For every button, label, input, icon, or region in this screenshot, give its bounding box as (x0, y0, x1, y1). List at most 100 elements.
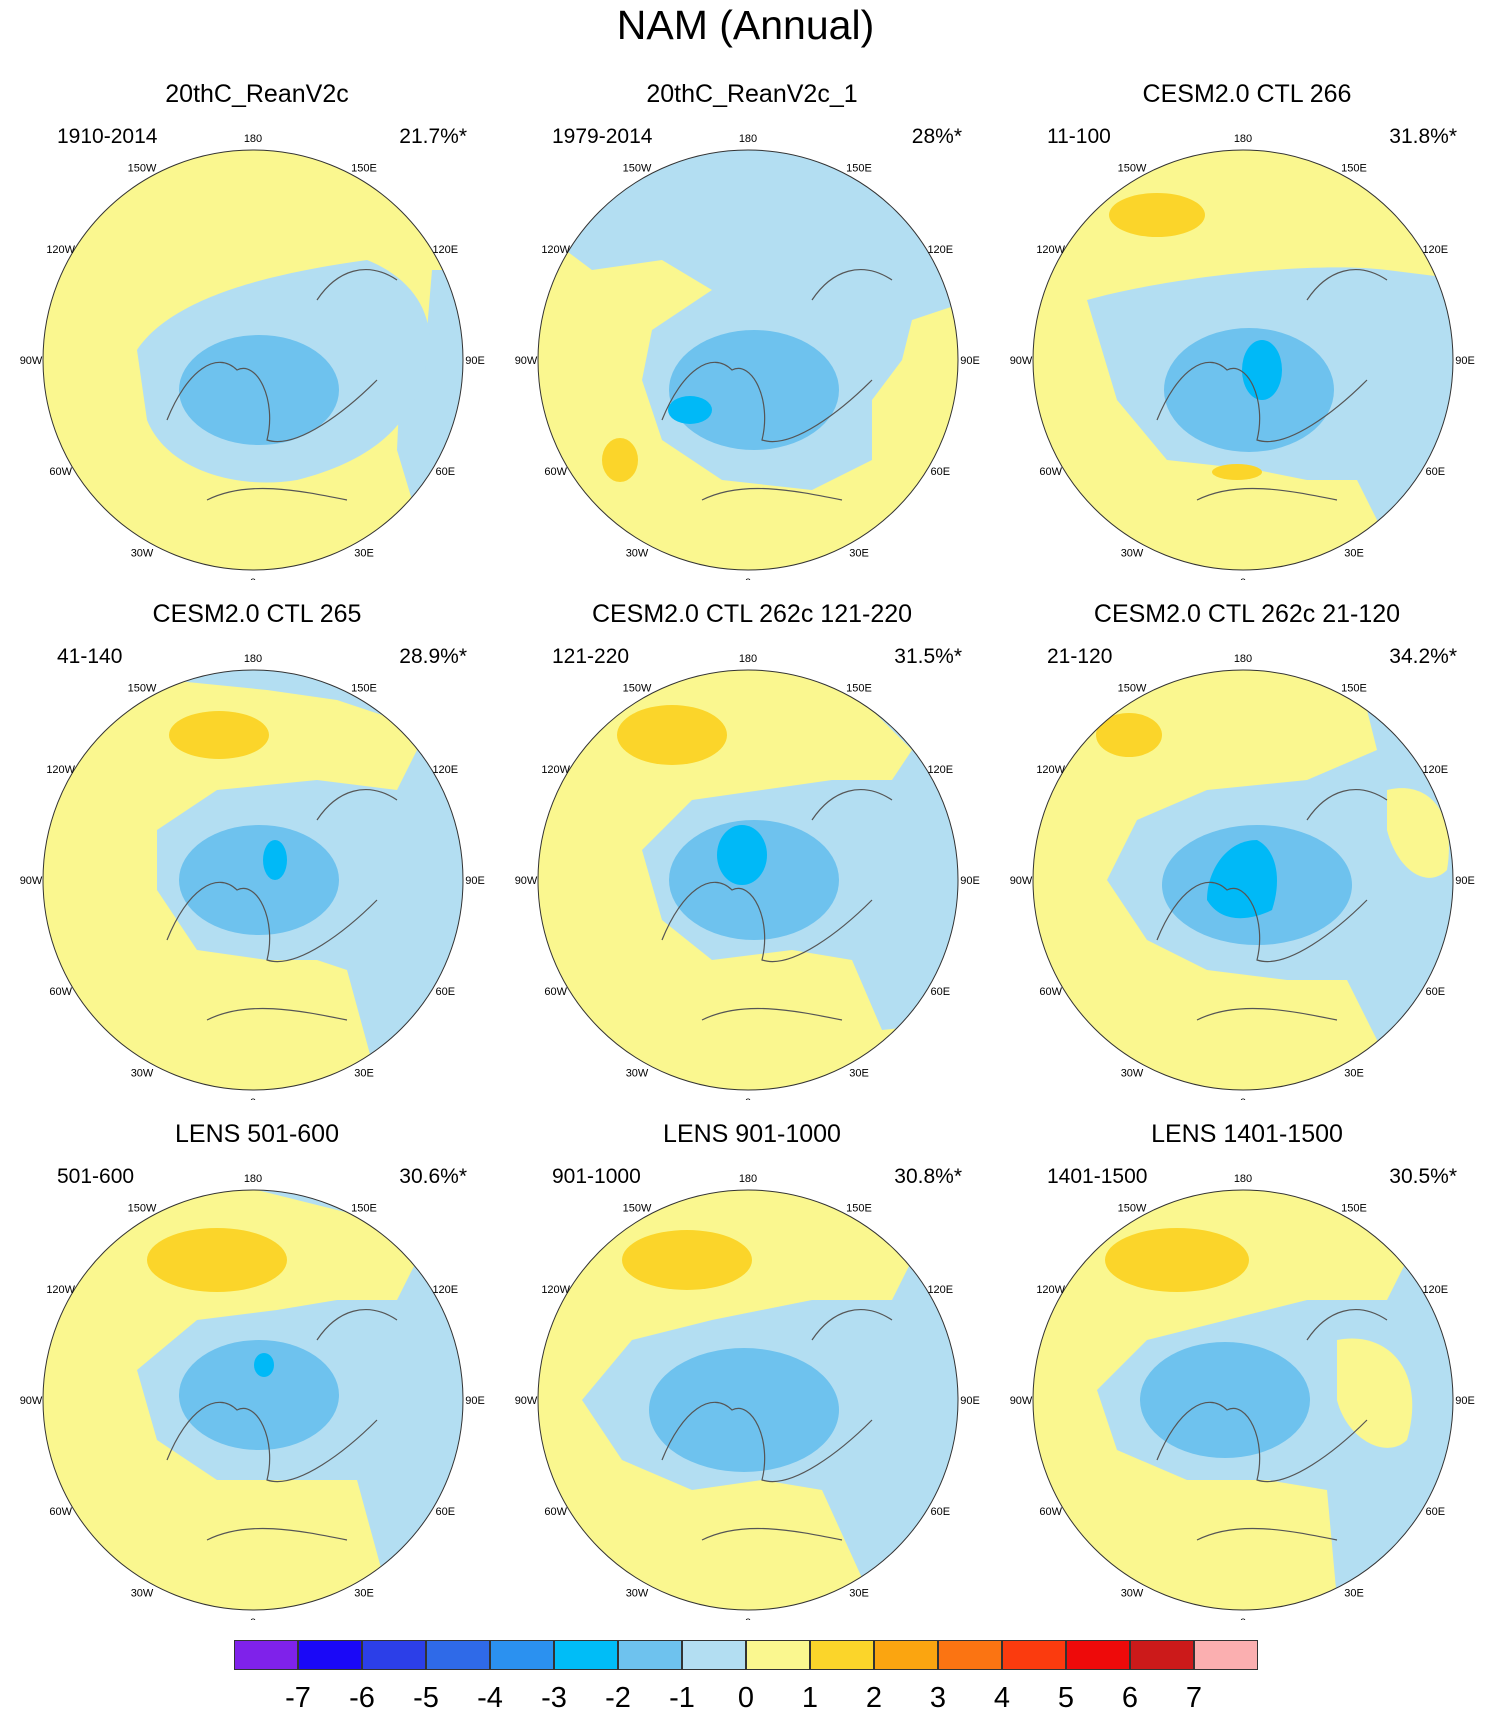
longitude-label: 120W (541, 1284, 570, 1296)
longitude-label: 0 (745, 577, 751, 580)
longitude-label: 60W (544, 466, 567, 478)
coastline (661, 789, 893, 1021)
longitude-label: 180 (739, 1173, 757, 1185)
longitude-label: 90E (1455, 355, 1475, 367)
coastline (1156, 789, 1388, 1021)
negative-core (1140, 1342, 1310, 1458)
longitude-label: 120W (46, 1284, 75, 1296)
longitude-label: 60E (1426, 1506, 1446, 1518)
map-panel: CESM2.0 CTL 266 11-100 31.8%* 180 150E 120… (1007, 80, 1487, 585)
colorbar-label: -6 (349, 1682, 375, 1714)
longitude-label: 90W (20, 875, 43, 887)
coastline (661, 1309, 893, 1541)
longitude-label: 30E (849, 1587, 869, 1599)
map-boundary (1032, 149, 1454, 571)
longitude-label: 150E (1341, 163, 1367, 175)
longitude-label: 60W (544, 1506, 567, 1518)
longitude-label: 150E (1341, 1203, 1367, 1215)
longitude-label: 60E (436, 1506, 456, 1518)
longitude-label: 120W (541, 244, 570, 256)
longitude-label: 120E (432, 244, 458, 256)
negative-region (202, 150, 463, 500)
longitude-label: 90W (515, 1395, 538, 1407)
longitude-label: 150E (351, 163, 377, 175)
negative-core (179, 825, 339, 935)
negative-core (179, 1340, 339, 1450)
colorbar-label: 1 (801, 1682, 819, 1714)
panel-variance: 28.9%* (399, 645, 467, 668)
panel-period: 901-1000 (552, 1165, 641, 1188)
longitude-label: 30W (626, 1067, 649, 1079)
longitude-label: 60E (931, 1506, 951, 1518)
longitude-label: 90E (465, 875, 485, 887)
longitude-label: 30W (1121, 1587, 1144, 1599)
positive-core (1105, 1228, 1249, 1292)
panel-title: CESM2.0 CTL 262c 121-220 (591, 600, 913, 628)
colorbar-label: -7 (285, 1682, 311, 1714)
positive-core (617, 705, 727, 765)
negative-extreme (717, 825, 767, 885)
longitude-label: 120E (1422, 764, 1448, 776)
longitude-label: 120W (1036, 244, 1065, 256)
negative-core (669, 330, 839, 450)
panel-period: 121-220 (552, 645, 630, 668)
longitude-label: 150W (1118, 1203, 1147, 1215)
map-panel: LENS 1401-1500 1401-1500 30.5%* 180 150E 1… (1007, 1120, 1487, 1625)
colorbar-label: 6 (1121, 1682, 1139, 1714)
longitude-label: 180 (244, 133, 262, 145)
longitude-label: 120W (46, 244, 75, 256)
longitude-label: 30E (849, 1067, 869, 1079)
longitude-label: 90E (465, 355, 485, 367)
longitude-label: 120E (1422, 244, 1448, 256)
longitude-label: 60E (1426, 986, 1446, 998)
panel-variance: 30.8%* (894, 1165, 962, 1188)
colorbar-label: -4 (477, 1682, 503, 1714)
colorbar-segment (682, 1640, 746, 1670)
longitude-label: 120W (1036, 1284, 1065, 1296)
longitude-label: 90W (515, 875, 538, 887)
negative-extreme (263, 840, 287, 880)
longitude-label: 30W (131, 1067, 154, 1079)
longitude-label: 150W (128, 683, 157, 695)
longitude-label: 150W (623, 1203, 652, 1215)
longitude-label: 60W (544, 986, 567, 998)
longitude-label: 0 (745, 1097, 751, 1100)
longitude-label: 30E (354, 1587, 374, 1599)
longitude-label: 180 (739, 133, 757, 145)
longitude-label: 150E (846, 163, 872, 175)
colorbar-segment (1002, 1640, 1066, 1670)
longitude-label: 180 (244, 653, 262, 665)
longitude-label: 0 (250, 577, 256, 580)
longitude-label: 120W (541, 764, 570, 776)
panel-variance: 31.8%* (1389, 125, 1457, 148)
coastline (1156, 1309, 1388, 1541)
colorbar-segment (1130, 1640, 1194, 1670)
panel-title: LENS 501-600 (174, 1120, 339, 1148)
longitude-label: 0 (1240, 1097, 1246, 1100)
longitude-label: 120E (432, 1284, 458, 1296)
longitude-label: 150W (623, 683, 652, 695)
longitude-label: 30W (626, 547, 649, 559)
figure-title: NAM (Annual) (616, 2, 875, 48)
longitude-label: 150E (351, 1203, 377, 1215)
colorbar-label: 0 (737, 1682, 755, 1714)
polar-map: 180 150E 120E 90E 60E 30E 0 30W 60W 90W 120W 150W (515, 133, 980, 580)
longitude-label: 180 (1234, 653, 1252, 665)
colorbar-segment (1066, 1640, 1130, 1670)
panel-variance: 21.7%* (399, 125, 467, 148)
colorbar-label: 3 (929, 1682, 947, 1714)
colorbar-segment (490, 1640, 554, 1670)
negative-extreme (668, 396, 712, 424)
panel-period: 1979-2014 (552, 125, 653, 148)
longitude-label: 60E (436, 466, 456, 478)
longitude-label: 120E (927, 244, 953, 256)
longitude-label: 90E (960, 355, 980, 367)
map-panel: 20thC_ReanV2c_1 1979-2014 28%* 180 150E 12… (512, 80, 992, 585)
map-panel: 20thC_ReanV2c 1910-2014 21.7%* 180 150E 12… (17, 80, 497, 585)
colorbar-label: -3 (541, 1682, 567, 1714)
colorbar-segment (554, 1640, 618, 1670)
longitude-label: 150E (846, 1203, 872, 1215)
panel-period: 1401-1500 (1047, 1165, 1148, 1188)
polar-map: 180 150E 120E 90E 60E 30E 0 30W 60W 90W 120W 150W (515, 653, 980, 1100)
map-boundary (537, 669, 959, 1091)
